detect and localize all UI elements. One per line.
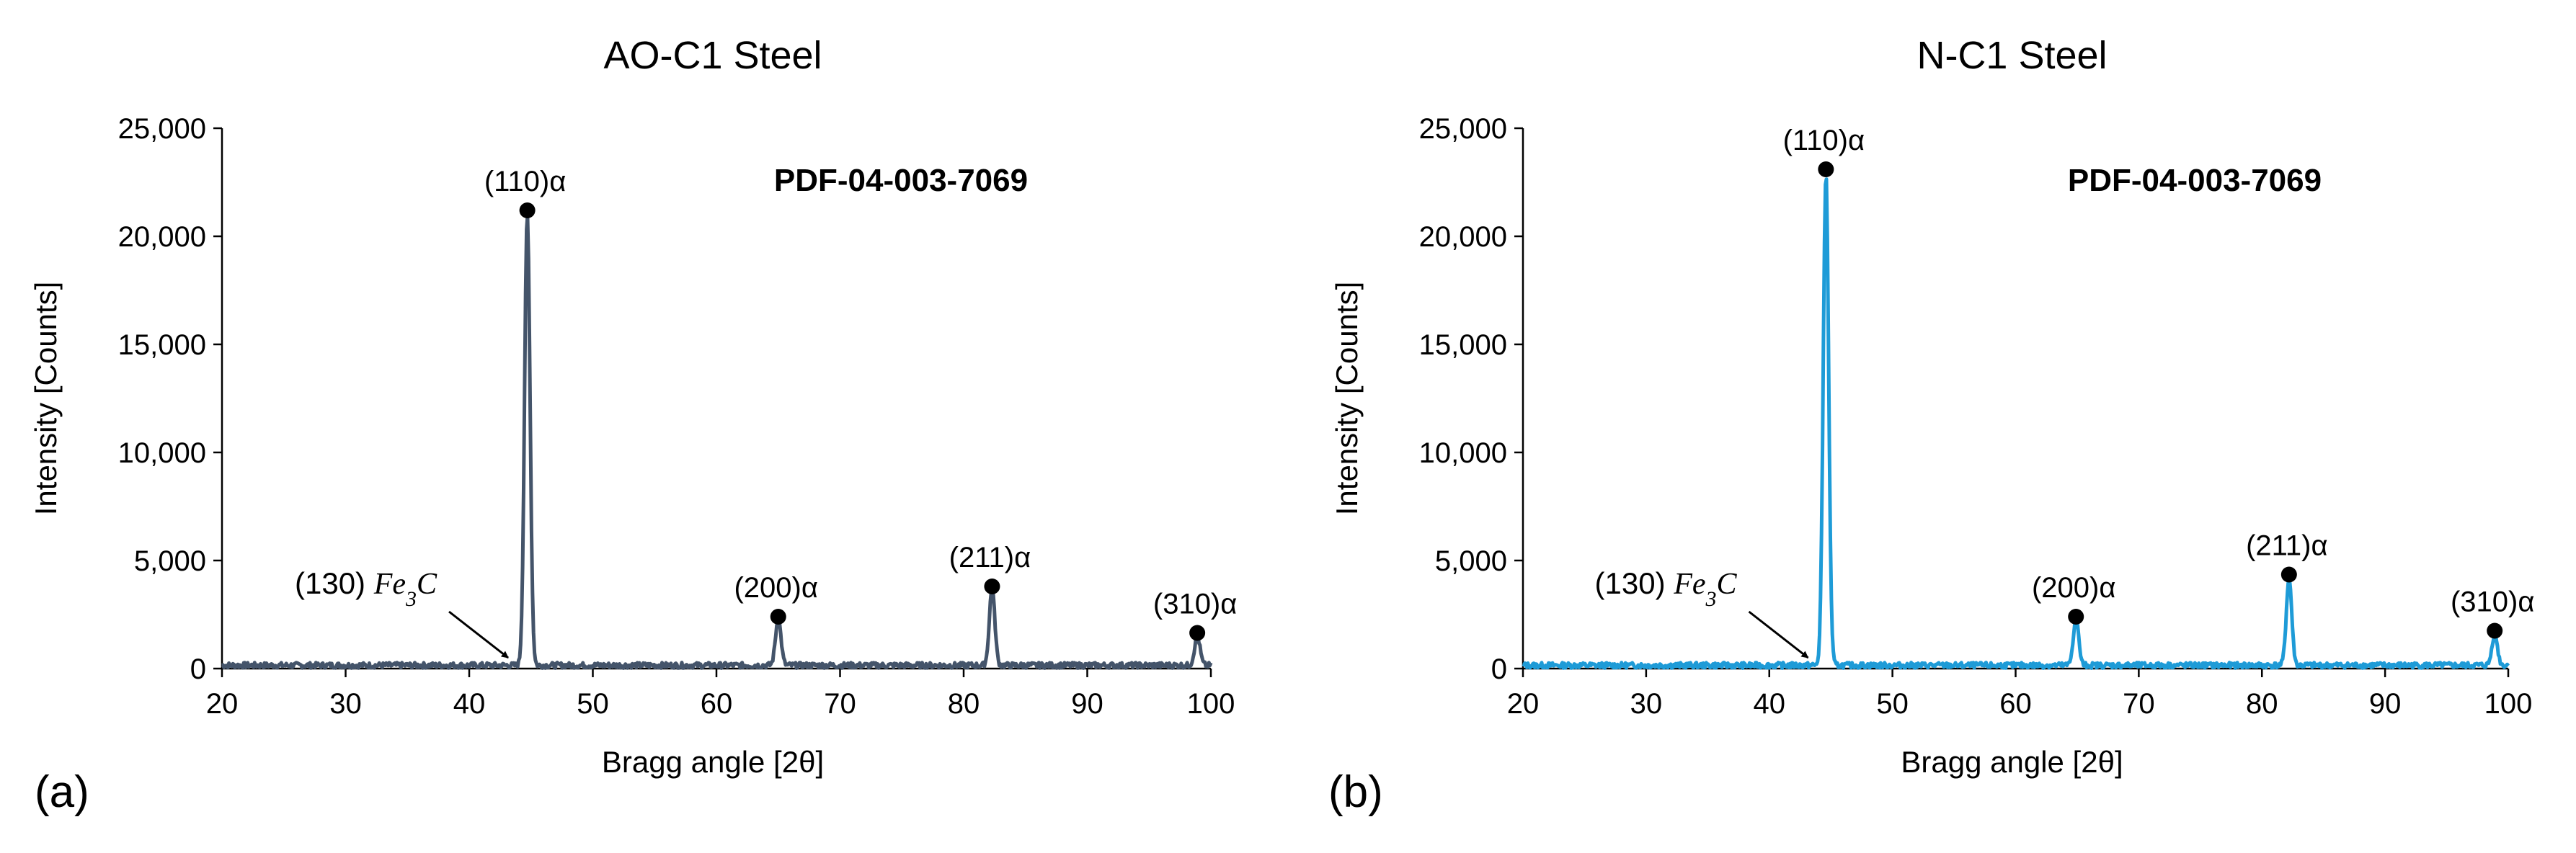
x-tick-label: 40	[453, 688, 486, 720]
peak-marker-dot	[519, 202, 536, 218]
panel-label: (a)	[35, 767, 89, 817]
x-tick-label: 60	[701, 688, 733, 720]
y-tick-label: 5,000	[134, 545, 206, 577]
x-tick-label: 100	[1187, 688, 1235, 720]
y-tick-label: 20,000	[118, 221, 206, 253]
fe3c-suffix: C	[1717, 568, 1738, 601]
y-tick-label: 10,000	[118, 437, 206, 469]
y-tick-label: 5,000	[1435, 545, 1507, 577]
reference-card-label: PDF-04-003-7069	[774, 163, 1028, 198]
y-tick-label: 25,000	[1419, 113, 1507, 145]
peak-marker-dot	[770, 609, 786, 625]
x-tick-label: 90	[2369, 688, 2402, 720]
fe3c-arrow	[448, 610, 509, 659]
peak-label: (310)α	[1153, 589, 1238, 620]
peak-label: (310)α	[2451, 586, 2535, 618]
peak-marker-dot	[984, 579, 1000, 594]
peak-marker-dot	[2487, 622, 2503, 639]
x-tick-label: 30	[329, 688, 362, 720]
x-tick-label: 30	[1630, 688, 1663, 720]
y-tick-label: 10,000	[1419, 437, 1507, 469]
chart-title: N-C1 Steel	[1917, 34, 2107, 77]
y-tick-label: 15,000	[1419, 329, 1507, 361]
x-tick-label: 100	[2484, 688, 2533, 720]
peak-label: (211)α	[949, 542, 1031, 573]
fe3c-math: Fe	[373, 568, 406, 601]
diffraction-pattern-line	[221, 214, 1213, 670]
fe3c-math: Fe	[1673, 568, 1705, 601]
x-tick-label: 60	[1999, 688, 2032, 720]
x-tick-label: 50	[1876, 688, 1909, 720]
chart-title: AO-C1 Steel	[603, 34, 822, 77]
x-tick-label: 80	[2246, 688, 2278, 720]
peak-marker-dot	[1818, 161, 1834, 177]
y-tick-label: 15,000	[118, 329, 206, 361]
fe3c-arrow	[1748, 610, 1809, 659]
peak-label: (200)α	[2032, 572, 2116, 604]
peak-marker-dot	[2068, 609, 2084, 625]
x-tick-label: 20	[1507, 688, 1540, 720]
peak-label: (110)α	[484, 166, 567, 197]
diffraction-pattern-line	[1522, 177, 2510, 670]
y-tick-label: 20,000	[1419, 221, 1507, 253]
fe3c-subscript: 3	[1705, 587, 1717, 611]
x-tick-label: 70	[2123, 688, 2155, 720]
x-tick-label: 80	[948, 688, 980, 720]
x-tick-label: 70	[824, 688, 856, 720]
fe3c-peak-label: (130) Fe3C	[295, 566, 438, 611]
x-axis-label: Bragg angle [2θ]	[602, 745, 824, 779]
chart-panel-a: AO-C1 Steel 0 5,000 10,000 15,000 20,000 25,00…	[29, 34, 1237, 817]
fe3c-prefix: (130)	[1595, 566, 1674, 600]
chart-panel-b: N-C1 Steel 0 5,000 10,000 15,000 20,000 25,000…	[1328, 34, 2534, 817]
y-axis-label: Intensity [Counts]	[29, 282, 63, 516]
peak-marker-dot	[1189, 625, 1206, 641]
peak-label: (110)α	[1783, 125, 1865, 156]
x-tick-label: 40	[1754, 688, 1786, 720]
x-tick-label: 20	[206, 688, 239, 720]
y-tick-label: 25,000	[118, 113, 206, 145]
peak-label: (200)α	[734, 572, 818, 604]
fe3c-subscript: 3	[405, 587, 417, 611]
peak-marker-dot	[2280, 566, 2297, 583]
peak-label: (211)α	[2246, 530, 2328, 562]
y-tick-label: 0	[1491, 653, 1507, 685]
x-tick-label: 90	[1071, 688, 1103, 720]
x-axis-label: Bragg angle [2θ]	[1901, 745, 2123, 779]
y-axis-label: Intensity [Counts]	[1330, 282, 1364, 516]
fe3c-suffix: C	[417, 568, 438, 601]
y-tick-label: 0	[190, 653, 206, 685]
panel-label: (b)	[1328, 767, 1383, 817]
fe3c-peak-label: (130) Fe3C	[1595, 566, 1738, 611]
reference-card-label: PDF-04-003-7069	[2068, 163, 2322, 198]
fe3c-prefix: (130)	[295, 566, 374, 600]
x-tick-label: 50	[577, 688, 609, 720]
